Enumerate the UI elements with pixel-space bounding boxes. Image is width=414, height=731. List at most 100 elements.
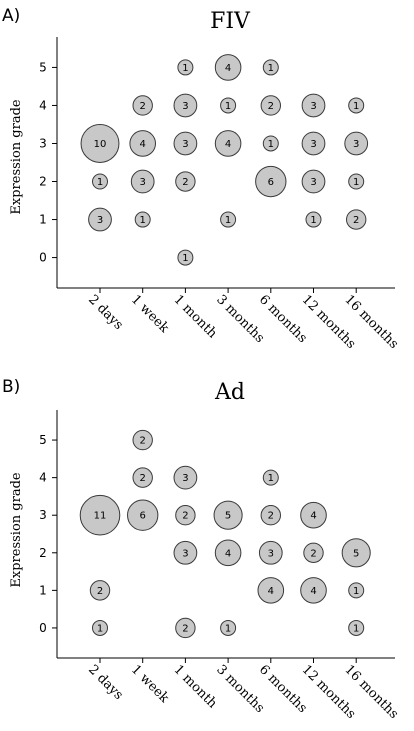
bubble-count-label: 2: [182, 623, 188, 634]
y-axis-label: Expression grade: [9, 472, 24, 587]
bubble: [173, 465, 198, 490]
bubble: [262, 469, 279, 486]
bubble: [132, 95, 153, 116]
bubble: [175, 171, 196, 192]
bubble: [260, 95, 281, 116]
bubble: [130, 169, 155, 194]
bubble-count-label: 4: [310, 586, 316, 597]
bubble-count-label: 1: [97, 177, 103, 188]
bubble: [177, 59, 194, 76]
bubble: [300, 501, 327, 529]
bubble-count-label: 2: [268, 511, 274, 522]
bubble-count-label: 1: [268, 473, 274, 484]
y-tick-label: 1: [39, 583, 47, 597]
bubble: [129, 130, 156, 157]
x-tick-label: 2 days: [85, 292, 126, 333]
bubble: [132, 467, 153, 488]
bubble: [341, 538, 371, 568]
bubble-count-label: 1: [353, 177, 359, 188]
bubble: [344, 131, 369, 156]
bubble: [177, 249, 194, 266]
x-tick-label: 1 week: [128, 662, 172, 706]
y-tick-label: 2: [39, 175, 47, 189]
bubble-count-label: 3: [182, 101, 188, 112]
bubble-count-label: 2: [140, 101, 146, 112]
bubble: [175, 505, 196, 526]
y-tick-label: 4: [39, 98, 47, 112]
bubble: [300, 577, 327, 604]
x-tick-label: 1 month: [171, 662, 221, 712]
y-tick-label: 0: [39, 251, 47, 265]
bubble: [260, 505, 281, 526]
bubble: [173, 93, 198, 118]
bubble-count-label: 6: [140, 511, 146, 522]
y-tick-label: 1: [39, 213, 47, 227]
bubble-count-label: 1: [310, 215, 316, 226]
bubble-count-label: 5: [225, 511, 231, 522]
bubble-count-label: 3: [182, 548, 188, 559]
bubble: [132, 429, 153, 451]
bubble: [79, 494, 121, 536]
y-axis-label: Expression grade: [9, 99, 24, 214]
bubble: [220, 619, 237, 636]
bubble-count-label: 3: [140, 177, 146, 188]
bubble-count-label: 2: [140, 473, 146, 484]
bubble-count-label: 1: [268, 139, 274, 150]
y-tick-label: 4: [39, 471, 47, 485]
bubble-count-label: 4: [268, 586, 274, 597]
bubble: [173, 131, 198, 156]
bubble-count-label: 2: [182, 511, 188, 522]
bubble-group: 10 1 3 2 4 3 1 1 3 3 2 1 4 1 4 1 1 2 1 6 3 3 3 1 1 3 1 2: [80, 54, 369, 266]
bubble: [258, 540, 283, 565]
bubble-count-label: 3: [310, 177, 316, 188]
bubble: [303, 542, 324, 563]
bubble-count-label: 1: [225, 623, 231, 634]
bubble-count-label: 4: [225, 139, 231, 150]
x-tick-label: 1 month: [171, 292, 221, 342]
bubble-count-label: 1: [97, 623, 103, 634]
y-tick-label: 5: [39, 433, 47, 447]
bubble-count-label: 1: [140, 215, 146, 226]
bubble-count-label: 3: [182, 139, 188, 150]
bubble: [173, 540, 198, 565]
bubble: [214, 54, 242, 81]
bubble: [89, 580, 111, 601]
bubble-count-label: 1: [353, 101, 359, 112]
y-tick-label: 5: [39, 60, 47, 74]
bubble-count-label: 4: [225, 548, 231, 559]
bubble-count-label: 1: [353, 623, 359, 634]
y-tick-label: 3: [39, 508, 47, 522]
bubble-count-label: 4: [310, 511, 316, 522]
bubble-count-label: 10: [94, 139, 107, 150]
bubble: [262, 135, 279, 152]
bubble-count-label: 2: [97, 586, 103, 597]
x-tick-label: 2 days: [85, 662, 126, 703]
x-tick-label: 1 week: [128, 292, 172, 336]
bubble-count-label: 3: [268, 548, 274, 559]
bubble: [92, 619, 108, 636]
bubble-count-label: 1: [182, 63, 188, 74]
bubble-count-label: 2: [182, 177, 188, 188]
bubble: [134, 211, 151, 228]
bubble: [305, 211, 322, 228]
bubble: [262, 59, 279, 76]
bubble: [127, 499, 159, 531]
bubble: [348, 173, 365, 190]
chart-panel-a: A) FIV Expression grade 0 1 2 3 4 5 2 days 1 we…: [2, 6, 401, 352]
bubble: [214, 130, 242, 157]
bubble-count-label: 3: [310, 101, 316, 112]
bubble-count-label: 2: [353, 215, 359, 226]
panel-label: A): [2, 6, 20, 26]
bubble-count-label: 1: [182, 253, 188, 264]
bubble: [255, 165, 287, 198]
bubble: [301, 169, 326, 194]
y-tick-label: 3: [39, 136, 47, 150]
bubble: [348, 619, 365, 636]
bubble: [220, 97, 237, 114]
bubble-count-label: 6: [268, 177, 274, 188]
bubble: [301, 131, 326, 156]
